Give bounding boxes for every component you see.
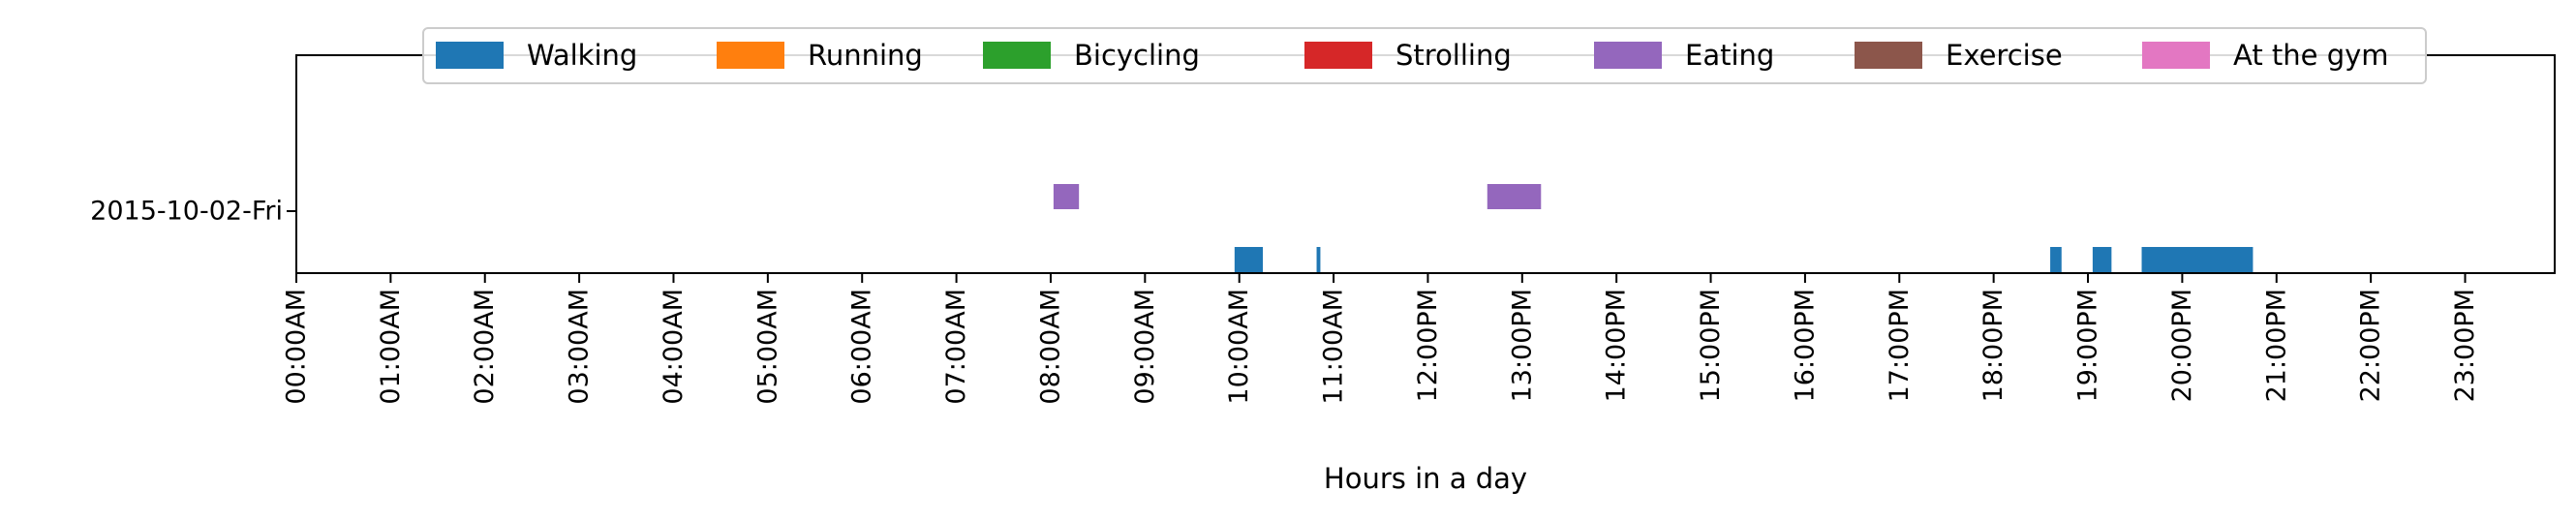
x-tick-label: 14:00PM (1602, 289, 1632, 402)
x-tick-label: 05:00AM (752, 289, 782, 405)
x-tick-label: 16:00PM (1790, 289, 1820, 402)
legend-box (422, 27, 2427, 84)
plot-frame (295, 54, 2556, 274)
y-axis: 2015-10-02-Fri (90, 197, 296, 227)
x-tick-label: 06:00AM (847, 289, 877, 405)
legend-label-at-the-gym: At the gym (2233, 39, 2389, 72)
x-tick-label: 09:00AM (1130, 289, 1160, 405)
x-tick-label: 08:00AM (1035, 289, 1065, 405)
x-tick-label: 11:00AM (1319, 289, 1349, 405)
activity-bar-walking (1234, 247, 1264, 272)
activity-bar-walking (1316, 247, 1321, 272)
x-tick-label: 13:00PM (1507, 289, 1537, 402)
x-tick-label: 10:00AM (1224, 289, 1254, 405)
x-tick-label: 19:00PM (2073, 289, 2103, 402)
legend-swatch-strolling (1304, 42, 1372, 69)
legend: Walking Running Bicycling Strolling Eating Ex… (422, 27, 2427, 84)
legend-label-bicycling: Bicycling (1074, 39, 1200, 72)
legend-swatch-eating (1594, 42, 1662, 69)
legend-swatch-exercise (1855, 42, 1922, 69)
activity-bar-walking (2141, 247, 2254, 272)
legend-label-strolling: Strolling (1395, 39, 1512, 72)
x-tick-label: 17:00PM (1885, 289, 1915, 402)
x-tick-label: 18:00PM (1978, 289, 2009, 402)
activity-bar-walking (2092, 247, 2112, 272)
x-tick-label: 12:00PM (1413, 289, 1443, 402)
x-axis: 00:00AM 01:00AM 02:00AM 03:00AM 04:00AM 05:00… (282, 273, 2480, 405)
legend-label-running: Running (808, 39, 923, 72)
legend-swatch-at-the-gym (2142, 42, 2210, 69)
x-tick-label: 04:00AM (659, 289, 689, 405)
x-tick-label: 07:00AM (941, 289, 971, 405)
legend-label-eating: Eating (1685, 39, 1774, 72)
x-tick-label: 02:00AM (470, 289, 500, 405)
legend-swatch-bicycling (983, 42, 1051, 69)
activity-bar-eating (1487, 184, 1542, 209)
x-tick-label: 01:00AM (376, 289, 406, 405)
legend-label-exercise: Exercise (1946, 39, 2063, 72)
legend-label-walking: Walking (527, 39, 637, 72)
x-tick-label: 23:00PM (2450, 289, 2480, 402)
legend-swatch-walking (436, 42, 504, 69)
x-tick-label: 00:00AM (282, 289, 312, 405)
x-tick-label: 15:00PM (1696, 289, 1726, 402)
plot-area (1053, 184, 2254, 272)
x-tick-label: 21:00PM (2261, 289, 2291, 402)
x-tick-label: 20:00PM (2167, 289, 2197, 402)
x-tick-label: 22:00PM (2356, 289, 2386, 402)
activity-bar-walking (2050, 247, 2062, 272)
x-axis-label: Hours in a day (1324, 462, 1527, 495)
y-tick-label: 2015-10-02-Fri (90, 197, 283, 227)
x-tick-label: 03:00AM (565, 289, 595, 405)
legend-swatch-running (717, 42, 784, 69)
activity-bar-eating (1053, 184, 1080, 209)
